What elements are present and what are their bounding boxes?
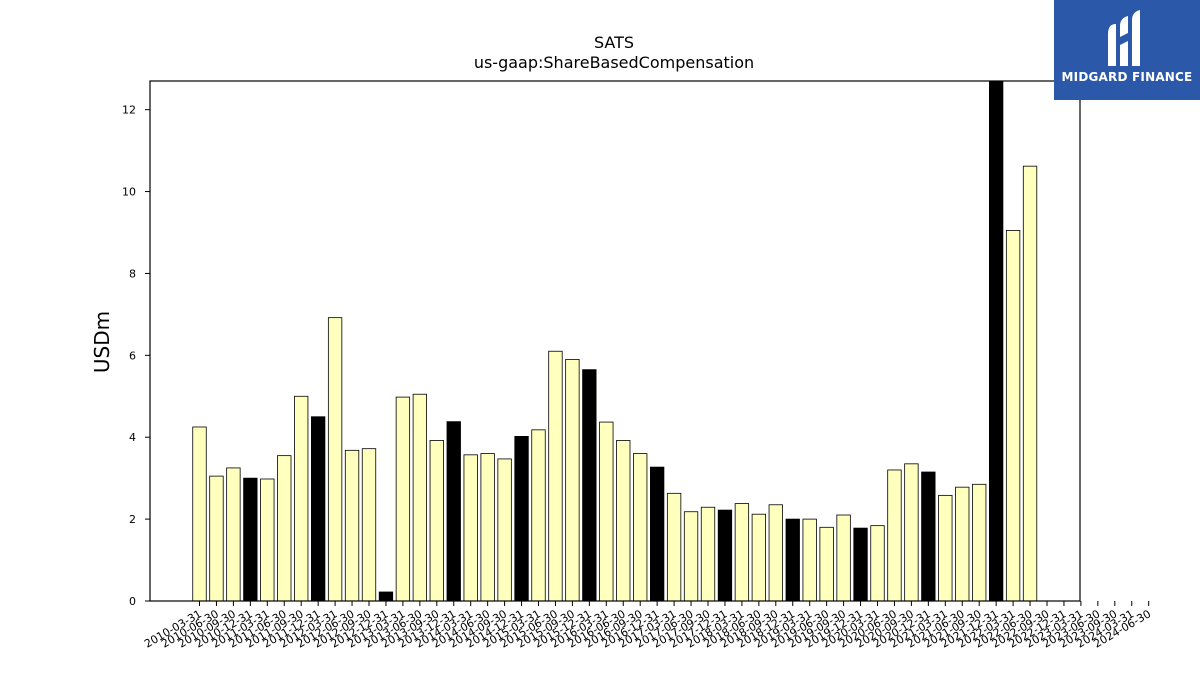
y-axis-label: USDm	[90, 311, 114, 373]
bar-2015-06-30	[548, 350, 563, 602]
bar-2020-06-30	[887, 469, 902, 602]
y-tick-label: 6	[129, 349, 136, 362]
y-tick-label: 2	[129, 513, 136, 526]
midgard-logo: MIDGARD FINANCE	[1054, 0, 1200, 100]
bar-2013-09-30	[429, 440, 444, 602]
bar-2021-09-30	[972, 483, 987, 602]
bar-2011-09-30	[294, 395, 309, 602]
bar-2018-12-31	[785, 518, 800, 602]
bar-2010-03-31	[192, 426, 207, 602]
midgard-logo-icon	[1108, 10, 1140, 66]
bar-2017-09-30	[700, 506, 716, 602]
plot-frame	[149, 80, 1081, 602]
bar-2019-09-30	[836, 514, 851, 602]
bar-2013-12-31	[446, 421, 461, 602]
chart-subtitle: us-gaap:ShareBasedCompensation	[474, 53, 754, 72]
x-axis: 2010-03-312010-06-302010-09-302010-12-31…	[142, 601, 1153, 651]
chart-title: SATS	[594, 33, 634, 52]
bar-2016-06-30	[616, 440, 631, 602]
bar-2019-03-31	[802, 518, 817, 602]
bar-2018-03-31	[734, 503, 750, 602]
bar-2016-12-31	[650, 466, 665, 602]
bar-2014-12-31	[514, 436, 529, 602]
bar-2010-06-30	[209, 475, 224, 602]
bar-2021-12-31	[989, 80, 1004, 602]
bar-2020-03-31	[870, 525, 885, 602]
bar-2014-09-30	[497, 458, 512, 602]
bar-2015-03-31	[531, 429, 546, 602]
bar-2017-03-31	[666, 492, 682, 602]
bar-2012-09-30	[361, 448, 377, 602]
bar-2012-03-31	[327, 317, 343, 602]
y-tick-label: 0	[129, 595, 136, 608]
bar-2015-09-30	[565, 359, 580, 602]
bar-2011-12-31	[310, 416, 326, 602]
bar-2014-06-30	[480, 453, 495, 602]
bar-2021-03-31	[938, 494, 953, 602]
bar-2017-12-31	[717, 509, 733, 602]
logo-text: MIDGARD FINANCE	[1061, 70, 1193, 84]
bar-2011-06-30	[277, 455, 292, 602]
bar-2016-09-30	[633, 453, 648, 602]
bar-2022-06-30	[1022, 165, 1038, 602]
bar-2019-06-30	[819, 526, 834, 602]
y-tick-label: 8	[129, 267, 136, 280]
bar-2016-03-31	[599, 421, 614, 602]
bar-2020-09-30	[904, 463, 919, 602]
y-tick-label: 10	[122, 186, 136, 199]
y-axis: 0 2 4 6 8 10 12	[122, 104, 150, 608]
bar-2013-06-30	[412, 393, 428, 602]
bar-2011-03-31	[260, 478, 275, 602]
bar-2012-12-31	[378, 591, 394, 602]
bar-2018-06-30	[751, 513, 766, 602]
bar-2022-03-31	[1005, 230, 1021, 602]
bar-2010-09-30	[226, 467, 241, 602]
bar-2019-12-31	[853, 527, 868, 602]
bar-2020-12-31	[921, 471, 936, 602]
bar-2012-06-30	[344, 449, 360, 602]
bar-2015-12-31	[582, 369, 597, 602]
bars-group	[192, 80, 1038, 602]
y-tick-label: 4	[129, 431, 136, 444]
bar-2014-03-31	[463, 454, 478, 602]
y-tick-label: 12	[122, 104, 136, 117]
bar-2021-06-30	[955, 486, 970, 602]
bar-2013-03-31	[395, 396, 411, 602]
bar-2017-06-30	[683, 511, 699, 602]
bar-2010-12-31	[243, 477, 258, 602]
bar-2018-09-30	[768, 504, 783, 602]
